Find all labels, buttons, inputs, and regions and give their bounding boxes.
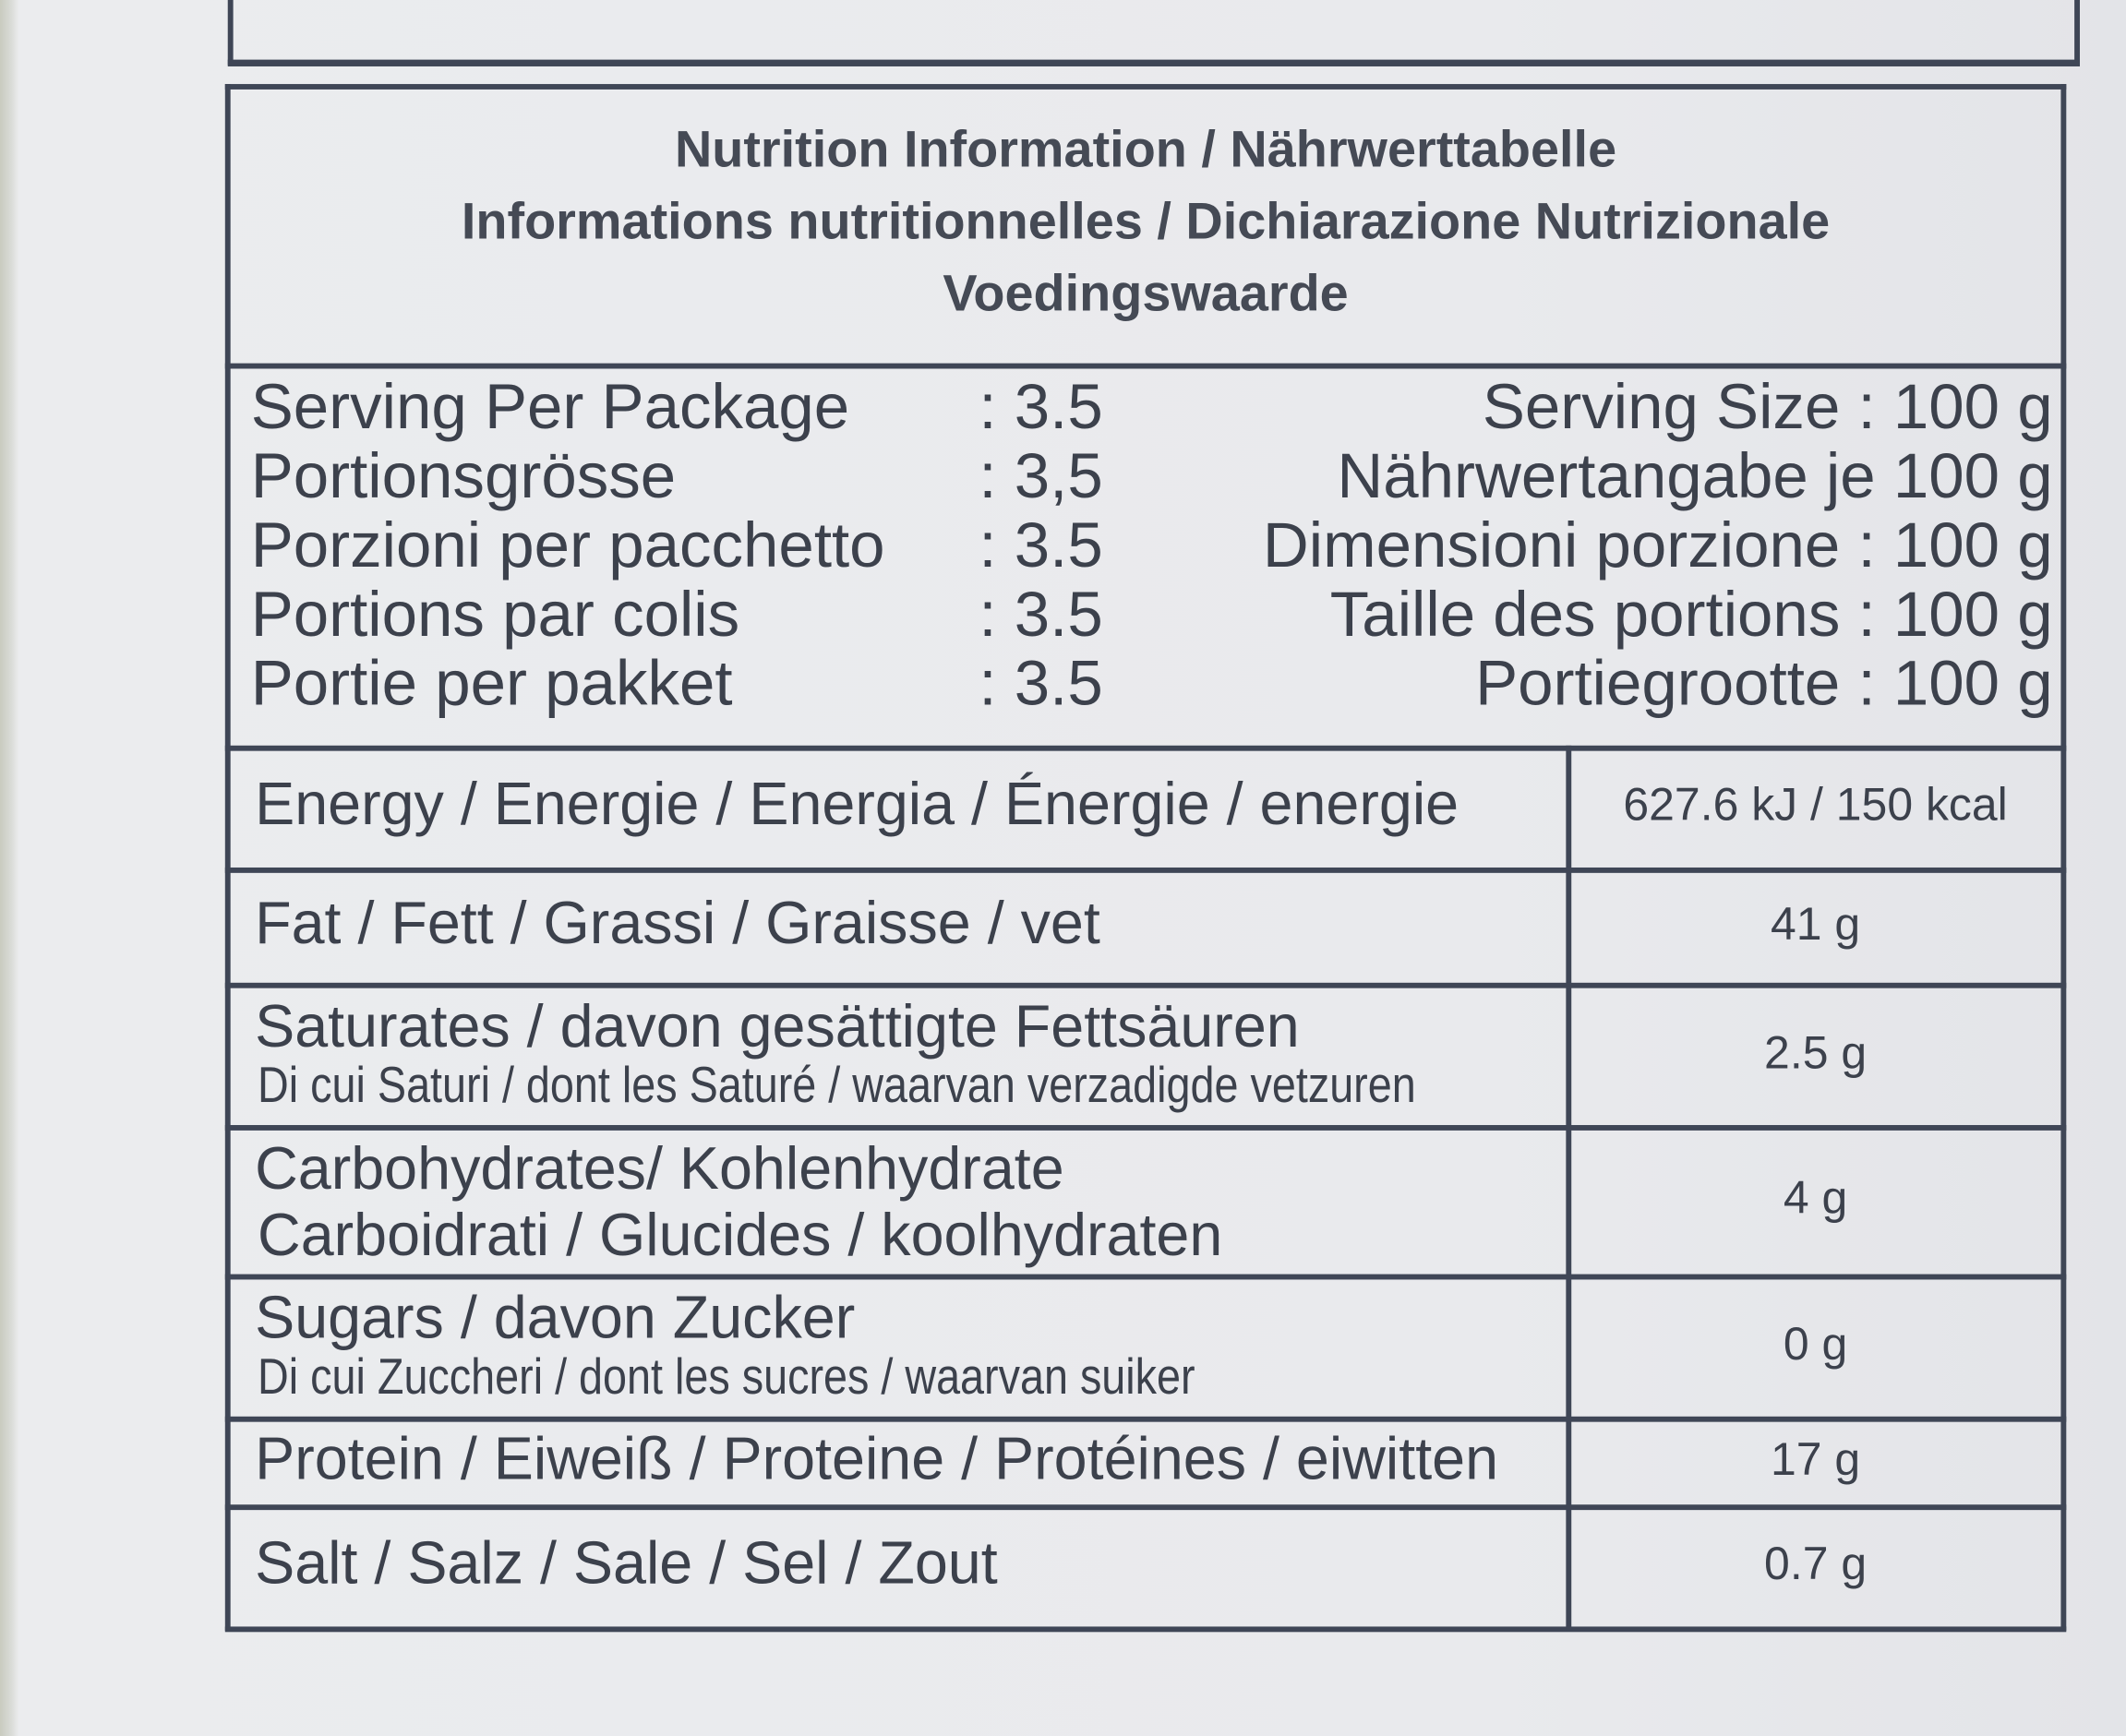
nutrient-label: Sugars / davon Zucker [255,1285,856,1352]
nutrient-sublabel: Di cui Saturi / dont les Saturé / waarva… [258,1056,1416,1113]
table-border [224,84,2067,90]
nutrient-value: 41 g [1770,898,1861,950]
nutrient-label: Saturates / davon gesättigte Fettsäuren [255,993,1300,1060]
serving-label: Portie per pakket [250,646,733,719]
serving-size: Serving Size : 100 g [1482,369,2053,442]
serving-label: Portions par colis [250,577,740,650]
table-title: Nutrition Information / Nährwerttabelle [674,122,1617,179]
serving-count: : 3.5 [979,646,1103,719]
row-divider [224,1504,2067,1511]
table-title: Voedingswaarde [943,265,1349,323]
row-divider [224,1274,2067,1280]
row-divider [224,982,2067,988]
serving-label: Serving Per Package [250,369,850,442]
nutrient-value: 17 g [1770,1433,1861,1485]
upper-box-border [227,59,2080,66]
nutrient-label: Fat / Fett / Grassi / Graisse / vet [255,890,1100,957]
section-divider [224,745,2067,751]
upper-box-border [227,0,234,66]
serving-label: Portionsgrösse [250,438,677,511]
table-border [224,1626,2067,1633]
serving-size: Portiegrootte : 100 g [1475,646,2053,719]
table-border [224,84,231,1631]
nutrient-sublabel: Carboidrati / Glucides / koolhydraten [258,1202,1223,1269]
table-border [2060,84,2067,1631]
serving-count: : 3.5 [979,577,1103,650]
serving-count: : 3.5 [979,369,1103,442]
upper-box-border [2074,0,2080,66]
nutrient-sublabel: Di cui Zuccheri / dont les sucres / waar… [258,1347,1195,1404]
serving-size: Nährwertangabe je 100 g [1337,438,2053,511]
nutrient-label: Energy / Energie / Energia / Énergie / e… [255,771,1459,838]
row-divider [224,1416,2067,1422]
nutrient-label: Protein / Eiweiß / Proteine / Protéines … [255,1425,1499,1492]
nutrient-value: 0.7 g [1764,1538,1868,1590]
serving-count: : 3.5 [979,508,1103,581]
row-divider [224,867,2067,873]
serving-label: Porzioni per pacchetto [250,508,885,581]
nutrient-value: 2.5 g [1764,1026,1868,1079]
serving-count: : 3,5 [979,438,1103,511]
nutrient-value: 4 g [1783,1172,1848,1225]
table-title: Informations nutritionnelles / Dichiaraz… [461,194,1831,251]
column-divider [1566,745,1572,1631]
section-divider [224,363,2067,369]
serving-size: Dimensioni porzione : 100 g [1262,508,2053,581]
nutrient-value: 627.6 kJ / 150 kcal [1623,779,2008,832]
nutrient-value: 0 g [1783,1318,1848,1371]
nutrient-label: Carbohydrates/ Kohlenhydrate [255,1135,1064,1203]
row-divider [224,1125,2067,1131]
serving-size: Taille des portions : 100 g [1329,577,2053,650]
nutrient-label: Salt / Salz / Sale / Sel / Zout [255,1530,998,1598]
